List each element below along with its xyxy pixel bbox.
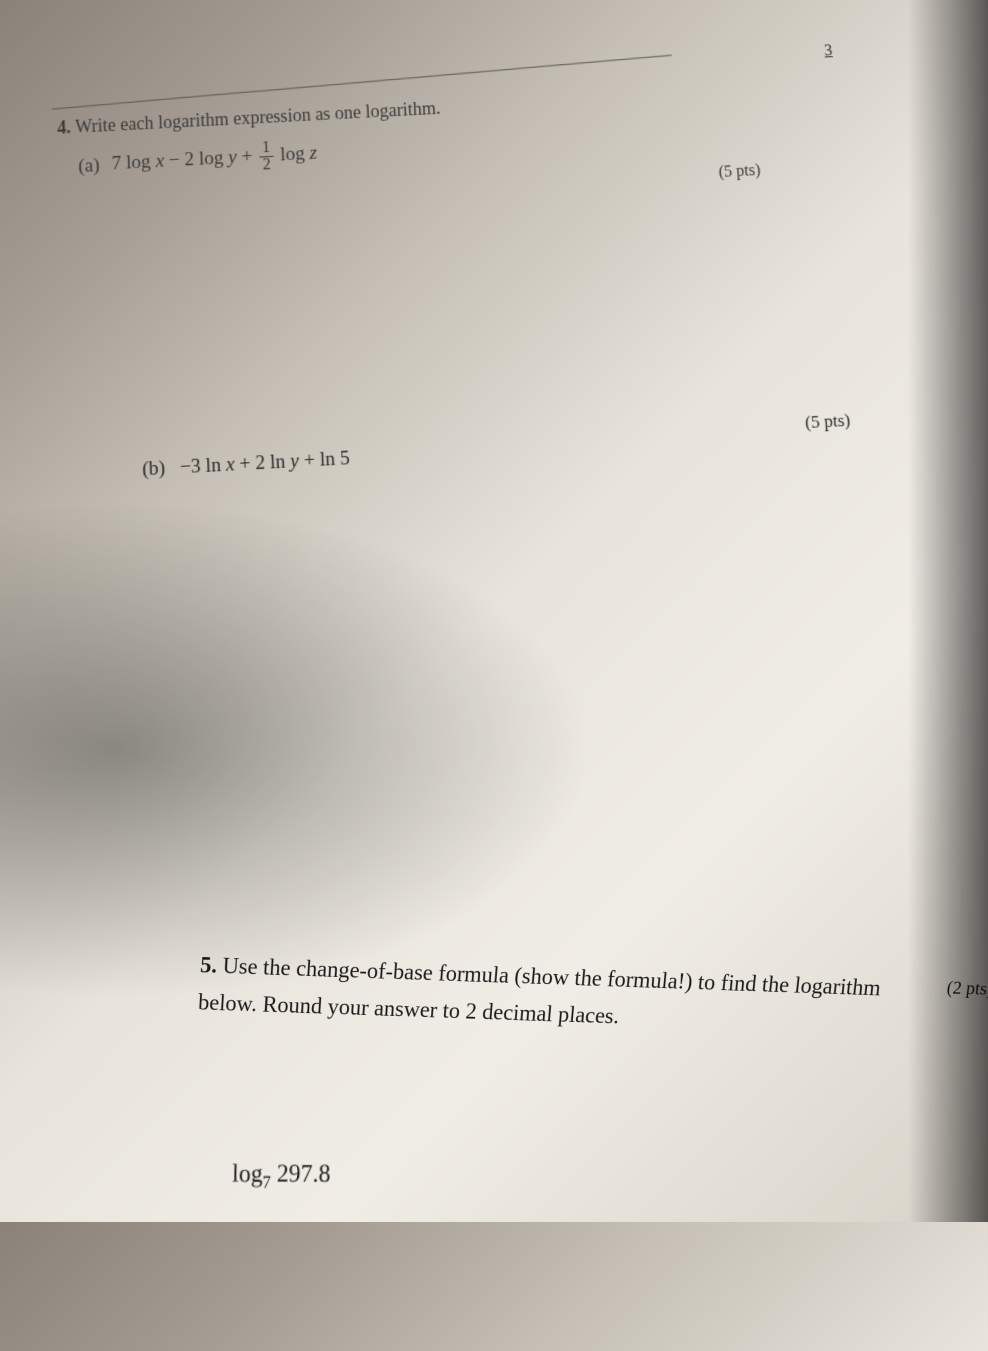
problem-5-text-line2: below. Round your answer to 2 decimal pl… xyxy=(198,988,621,1028)
log-label: log xyxy=(232,1158,263,1187)
problem-4-number: 4. xyxy=(57,117,71,138)
page-number: 3 xyxy=(824,42,833,60)
expr-7logx: 7 log xyxy=(112,151,152,174)
problem-5-points: (2 pts) xyxy=(945,973,988,1004)
part-b-points: (5 pts) xyxy=(804,410,851,433)
var-z: z xyxy=(309,142,317,164)
expr-plus: + xyxy=(241,146,257,168)
expr-plusln5: + ln 5 xyxy=(299,447,351,472)
part-b-expression: −3 ln x + 2 ln y + ln 5 xyxy=(180,447,351,478)
part-a-expression: 7 log x − 2 log y + 1 2 log z xyxy=(111,137,317,181)
log-base: 7 xyxy=(262,1173,271,1193)
problem-5-number: 5. xyxy=(200,951,218,978)
problem-4-text: Write each logarithm expression as one l… xyxy=(75,98,441,137)
problem-5-expression: log7 297.8 xyxy=(232,1158,331,1193)
part-a-points: (5 pts) xyxy=(718,162,761,182)
part-a-label: (a) xyxy=(78,154,100,177)
expr-neg3lnx: −3 ln xyxy=(180,454,227,479)
var-y: y xyxy=(228,147,237,169)
problem-5: 5. Use the change-of-base formula (show … xyxy=(197,947,988,1048)
var-x: x xyxy=(155,150,164,172)
log-argument: 297.8 xyxy=(271,1158,331,1187)
expr-minus: − 2 log xyxy=(169,147,229,171)
expr-plus2lny: + 2 ln xyxy=(234,450,291,475)
problem-4: 4. Write each logarithm expression as on… xyxy=(57,77,839,185)
expr-logz: log xyxy=(280,143,310,166)
problem-4b: (b) −3 ln x + 2 ln y + ln 5 xyxy=(142,447,350,481)
frac-numerator: 1 xyxy=(259,140,274,158)
frac-denominator: 2 xyxy=(259,157,274,174)
part-b-label: (b) xyxy=(142,457,166,480)
fraction-half: 1 2 xyxy=(259,140,274,174)
